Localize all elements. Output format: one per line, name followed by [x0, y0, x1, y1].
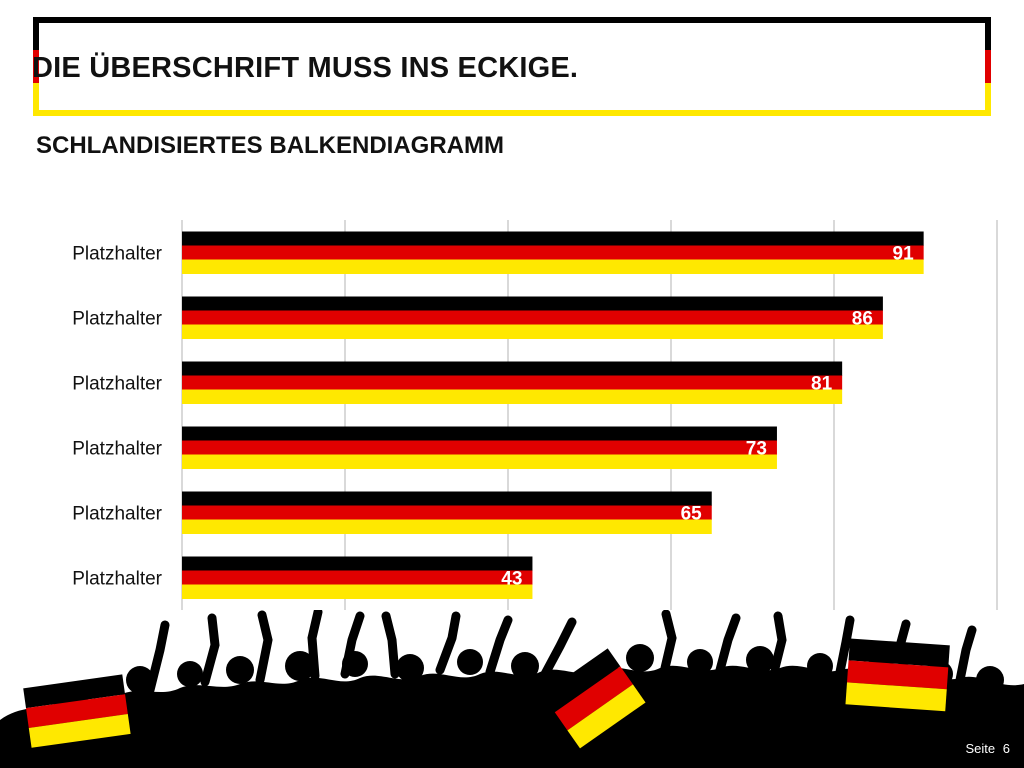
bar-stripe: [182, 505, 712, 520]
category-label: Platzhalter: [72, 309, 162, 330]
bar: [182, 361, 843, 404]
title-box-inner: [39, 23, 985, 110]
data-label: 86: [852, 309, 873, 330]
data-label: 91: [893, 244, 915, 265]
category-label: Platzhalter: [72, 439, 162, 460]
bar: [182, 491, 712, 534]
page-footer: Seite 6: [962, 741, 1011, 756]
bar: [182, 231, 924, 274]
category-label: Platzhalter: [72, 244, 162, 265]
bar-stripe: [182, 231, 924, 246]
bar-stripe: [182, 296, 883, 311]
bar: [182, 296, 883, 339]
bar-stripe: [182, 570, 533, 585]
category-label: Platzhalter: [72, 569, 162, 590]
bar-stripe: [182, 245, 924, 260]
bar: [182, 556, 533, 599]
bar-stripe: [182, 375, 843, 390]
bar-stripe: [182, 361, 843, 376]
bar-stripe: [182, 491, 712, 506]
page-label: Seite: [965, 741, 996, 756]
data-label: 81: [811, 374, 833, 395]
bar-chart: Platzhalter 91 Platzhalter 86 Platzhalter 81 P…: [72, 220, 998, 610]
data-label: 73: [746, 439, 767, 460]
page-number: 6: [1002, 741, 1010, 756]
bar-stripe: [182, 310, 883, 325]
bar: [182, 426, 777, 469]
bar-stripe: [182, 324, 883, 339]
bar-stripe: [182, 440, 777, 455]
flag-middle: [542, 648, 646, 749]
data-label: 65: [681, 504, 703, 525]
bar-stripe: [182, 556, 533, 571]
chart-subtitle: SCHLANDISIERTES BALKENDIAGRAMM: [36, 132, 504, 159]
bar-stripe: [182, 389, 843, 404]
page-title: DIE ÜBERSCHRIFT MUSS INS ECKIGE.: [32, 52, 579, 84]
bar-stripe: [182, 519, 712, 534]
data-label: 43: [501, 569, 522, 590]
category-label: Platzhalter: [72, 374, 162, 395]
bar-stripe: [182, 454, 777, 469]
flag-right: [845, 638, 950, 712]
bar-stripe: [182, 259, 924, 274]
category-label: Platzhalter: [72, 504, 162, 525]
bar-stripe: [182, 584, 533, 599]
bar-stripe: [182, 426, 777, 441]
title-box: [33, 17, 991, 116]
flag-left: [23, 674, 131, 748]
crowd-silhouette-image: [0, 610, 1024, 768]
